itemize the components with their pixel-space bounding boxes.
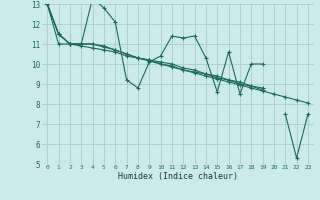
- X-axis label: Humidex (Indice chaleur): Humidex (Indice chaleur): [118, 172, 237, 181]
